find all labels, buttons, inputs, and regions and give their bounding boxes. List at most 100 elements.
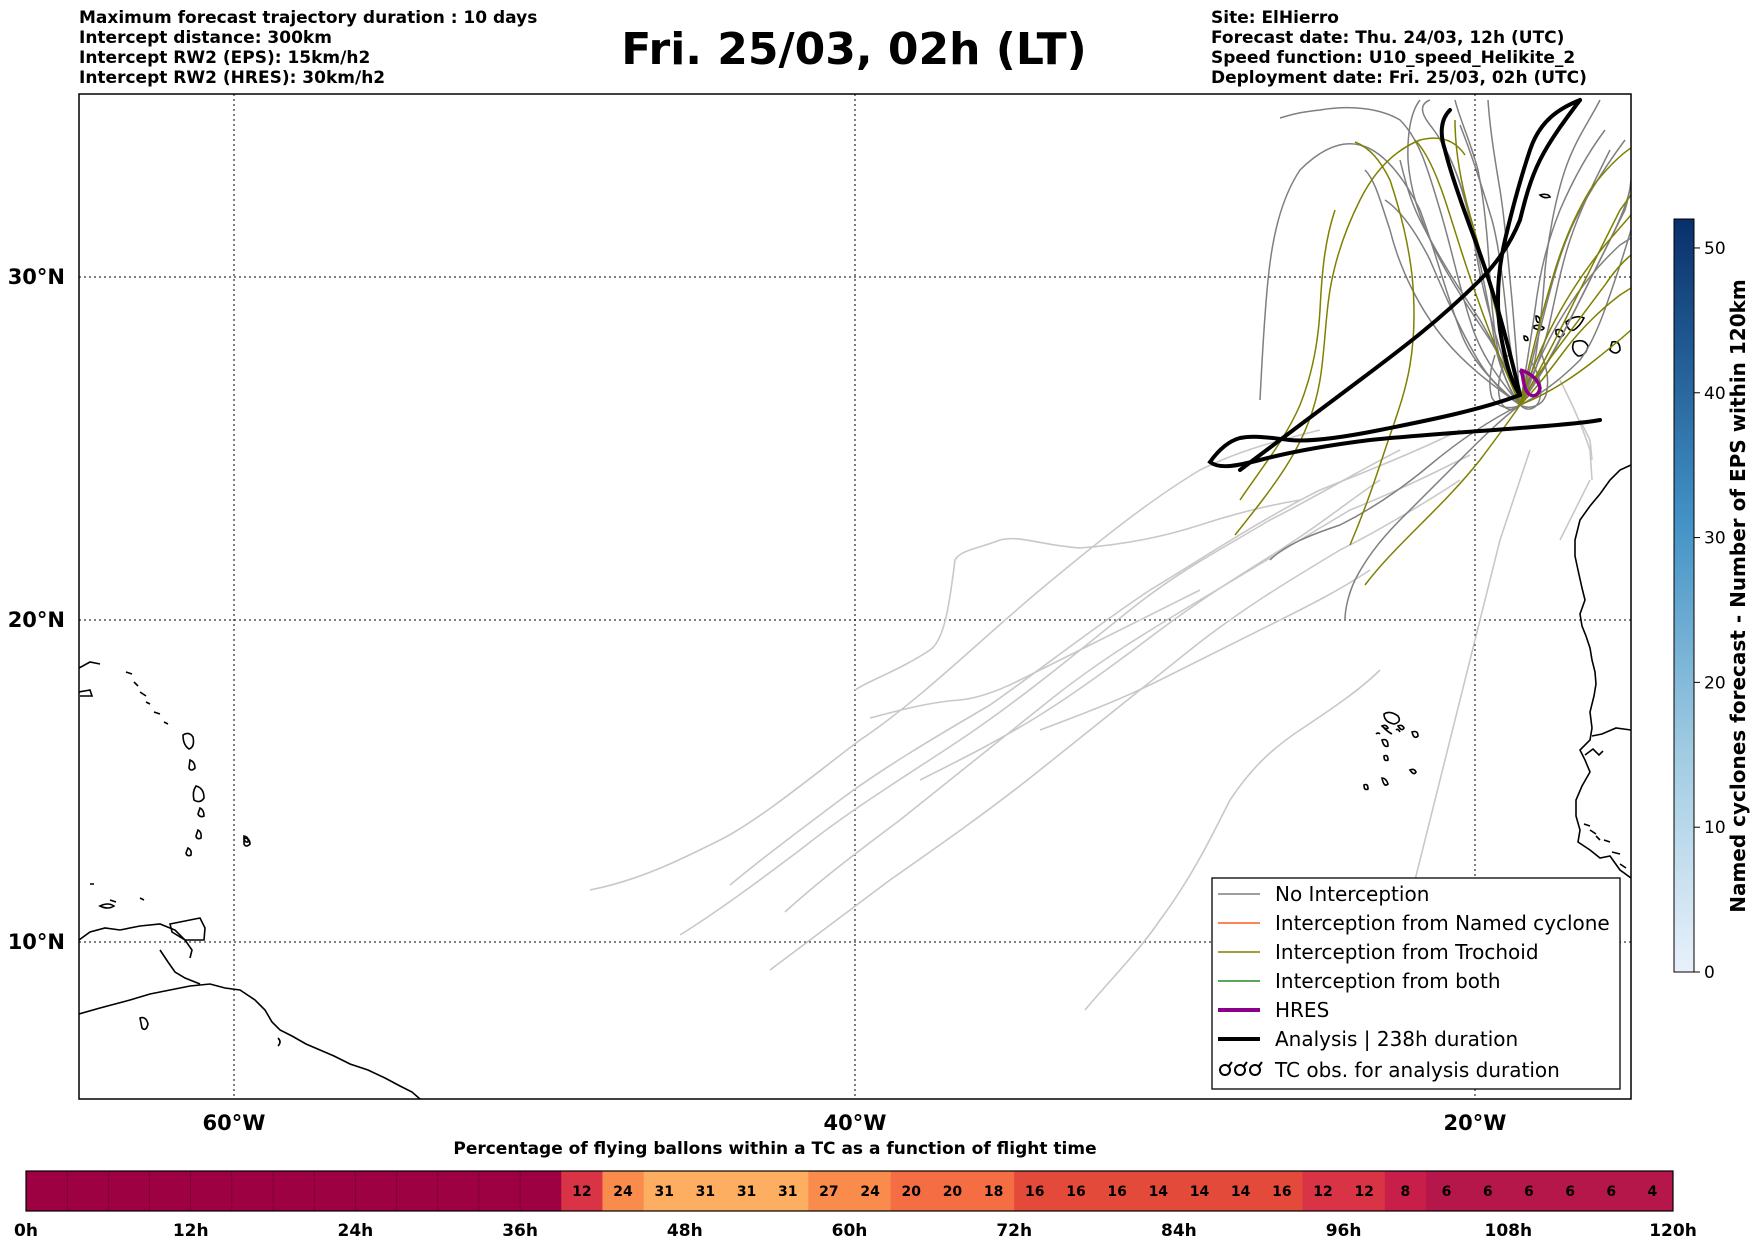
gambia-coast [1591,727,1631,737]
cape-verde-brava [1383,754,1389,762]
percentage-cell [1220,1171,1262,1211]
percentage-value: 12 [1313,1184,1332,1200]
guyana-coast [159,949,201,985]
percentage-cell [1261,1171,1303,1211]
extended-trajectories [589,379,1593,1011]
page-title: Fri. 25/03, 02h (LT) [621,24,1087,75]
gray-track-4 [1519,129,1606,406]
lon-label-40w: 40°W [824,1111,887,1135]
percentage-value: 12 [572,1184,591,1200]
empty-cell [355,1171,398,1211]
percentage-cell [561,1171,603,1211]
faint-track-10 [1039,569,1371,731]
gray-track-15 [1344,404,1521,621]
site-details: Site: ElHierro Forecast date: Thu. 24/03… [1211,8,1587,88]
analysis-path-loop [1207,393,1602,469]
percentage-bar-title: Percentage of flying ballons within a TC… [453,1139,1096,1159]
hres-track [1518,368,1542,398]
olive-track-10 [1519,194,1631,406]
faint-track-11 [919,479,1381,781]
olive-track-5 [1519,214,1631,406]
canary-la-gomera [1523,335,1529,342]
percentage-value: 6 [1483,1184,1493,1200]
time-label: 0h [14,1221,38,1241]
percentage-cell [1425,1171,1468,1211]
percentage-value: 31 [778,1184,797,1200]
empty-cell [273,1171,315,1211]
colorbar-tick-label: 50 [1704,239,1726,259]
site-text: Site: ElHierro [1211,8,1339,28]
empty-cell [478,1171,521,1211]
graticule [79,94,1631,1099]
time-label: 36h [502,1221,538,1241]
faint-track-5 [769,479,1461,971]
time-label: 12h [173,1221,209,1241]
olive-track-2 [1349,141,1415,546]
percentage-cell [1549,1171,1592,1211]
intercept-eps-text: Intercept RW2 (EPS): 15km/h2 [79,48,371,68]
analysis-path-diagonal [1238,98,1582,472]
empty-cell [26,1171,68,1211]
colorbar-tick-label: 20 [1704,673,1726,693]
forecast-date-text: Forecast date: Thu. 24/03, 12h (UTC) [1211,28,1565,48]
percentage-value: 14 [1231,1184,1251,1200]
faint-track-14 [1559,379,1593,481]
percentage-value: 24 [613,1184,633,1200]
percentage-cell [1343,1171,1386,1211]
cape-verde-boa-vista-2 [1375,732,1381,735]
gray-track-25 [1519,359,1542,410]
coastlines [79,193,1631,1099]
percentage-cells: 12 24 31 31 31 31 27 24 20 20 18 16 16 16 14 14 14 16 12 12… [25,1171,1674,1211]
intercept-hres-text: Intercept RW2 (HRES): 30km/h2 [79,68,386,88]
percentage-cell [1508,1171,1550,1211]
gray-track-11 [1519,229,1631,406]
percentage-cell [1590,1171,1633,1211]
lesser-antilles-4 [188,758,196,771]
gray-track-9 [1364,169,1521,406]
analysis-path-long [1439,108,1522,397]
empty-cell [231,1171,274,1211]
time-label: 24h [338,1221,374,1241]
percentage-value: 16 [1025,1184,1044,1200]
percentage-cell [1178,1171,1221,1211]
cape-verde-boa-vista [1411,730,1419,739]
faint-track-4 [784,454,1471,913]
cape-verde-fogo [1363,783,1369,791]
speed-function-text: Speed function: U10_speed_Helikite_2 [1211,48,1576,68]
percentage-value: 14 [1190,1184,1210,1200]
cap-vert-peninsula [1584,747,1604,757]
trinidad [169,917,206,941]
percentage-cell [1137,1171,1180,1211]
lesser-antilles-5 [195,828,202,840]
lon-label-60w: 60°W [203,1111,266,1135]
faint-track-13 [1579,419,1593,461]
percentage-cell [643,1171,686,1211]
puerto-rico [79,689,94,697]
time-label: 96h [1326,1221,1362,1241]
cape-verde-sal [1380,724,1389,730]
cape-verde-sao-vicente [1396,724,1405,731]
olive-track-3 [1519,254,1631,406]
time-axis-labels: 0h 12h 24h 36h 48h 60h 72h 84h 96h 108h 120h [14,1221,1697,1241]
empty-cell [520,1171,562,1211]
empty-cell [108,1171,151,1211]
percentage-cell [767,1171,809,1211]
olive-track-7 [1364,404,1521,586]
percentage-cell [1384,1171,1427,1211]
gray-track-23 [1519,349,1549,408]
percentage-value: 31 [654,1184,673,1200]
percentage-bar: Percentage of flying ballons within a TC… [14,1139,1697,1241]
legend: No Interception Interception from Named … [1211,877,1621,1090]
faint-track-8 [1084,669,1381,1011]
lon-label-20w: 20°W [1444,1111,1507,1135]
olive-track-4 [1519,287,1631,406]
empty-cell [396,1171,439,1211]
map-panel: 30°N 20°N 10°N 60°W 40°W 20°W [8,93,1632,1135]
gray-track-22 [1489,354,1521,409]
percentage-value: 18 [984,1184,1003,1200]
venezuela-coast [79,923,193,959]
percentage-cell [1302,1171,1345,1211]
legend-trochoid: Interception from Trochoid [1275,940,1539,964]
percentage-value: 12 [1354,1184,1373,1200]
colorbar-tick-label: 30 [1704,529,1726,549]
